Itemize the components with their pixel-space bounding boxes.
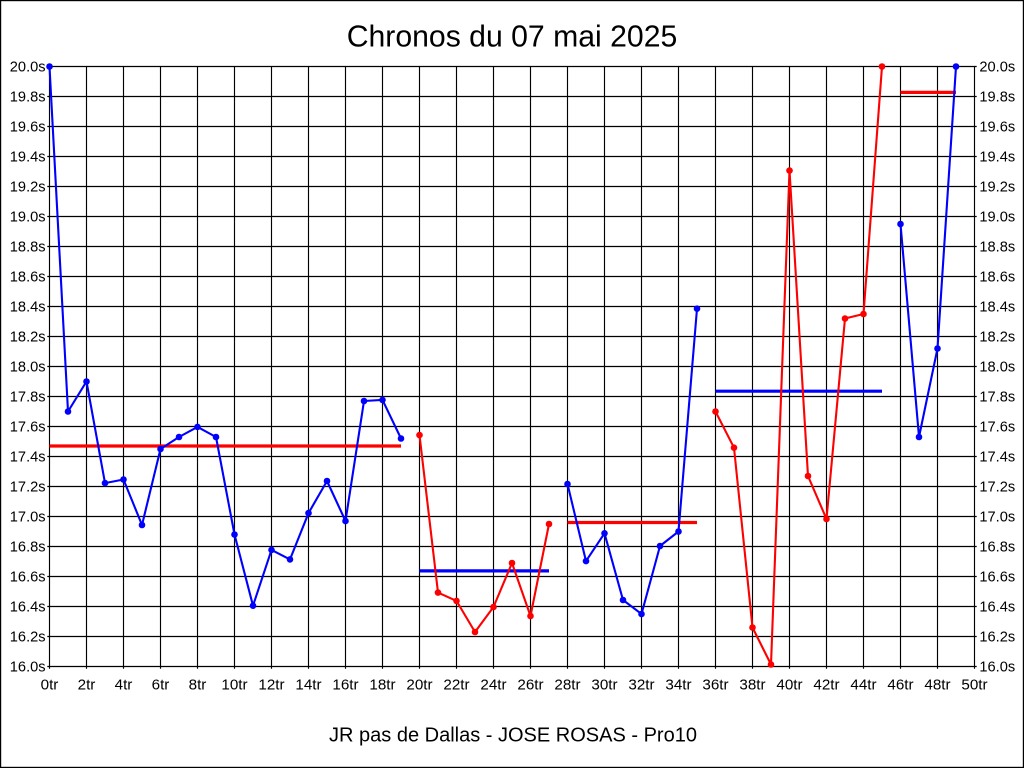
svg-text:12tr: 12tr (258, 676, 284, 693)
svg-text:18.2s: 18.2s (10, 329, 46, 346)
svg-text:19.2s: 19.2s (10, 179, 46, 196)
svg-text:19.4s: 19.4s (10, 149, 46, 166)
svg-text:6tr: 6tr (152, 676, 170, 693)
svg-text:17.4s: 17.4s (979, 449, 1015, 466)
svg-text:19.8s: 19.8s (979, 89, 1015, 106)
svg-text:18.0s: 18.0s (979, 359, 1015, 376)
svg-text:36tr: 36tr (702, 676, 728, 693)
svg-text:16.0s: 16.0s (979, 659, 1015, 676)
svg-text:16.2s: 16.2s (979, 629, 1015, 646)
svg-text:38tr: 38tr (739, 676, 765, 693)
svg-text:16tr: 16tr (332, 676, 358, 693)
svg-text:18.8s: 18.8s (979, 239, 1015, 256)
svg-text:18tr: 18tr (369, 676, 395, 693)
svg-text:17.2s: 17.2s (10, 479, 46, 496)
svg-text:50tr: 50tr (961, 676, 987, 693)
svg-text:17.2s: 17.2s (979, 479, 1015, 496)
svg-text:18.2s: 18.2s (979, 329, 1015, 346)
svg-text:17.8s: 17.8s (10, 389, 46, 406)
svg-text:16.4s: 16.4s (10, 599, 46, 616)
svg-text:19.8s: 19.8s (10, 89, 46, 106)
svg-text:17.4s: 17.4s (10, 449, 46, 466)
svg-text:32tr: 32tr (628, 676, 654, 693)
svg-text:19.6s: 19.6s (979, 119, 1015, 136)
svg-text:JR pas de Dallas - JOSE ROSAS: JR pas de Dallas - JOSE ROSAS - Pro10 (329, 725, 697, 747)
svg-text:16.2s: 16.2s (10, 629, 46, 646)
svg-text:18.4s: 18.4s (979, 299, 1015, 316)
svg-text:44tr: 44tr (850, 676, 876, 693)
svg-text:20.0s: 20.0s (979, 59, 1015, 76)
svg-text:16.8s: 16.8s (979, 539, 1015, 556)
svg-text:30tr: 30tr (591, 676, 617, 693)
svg-text:34tr: 34tr (665, 676, 691, 693)
svg-text:20.0s: 20.0s (10, 59, 46, 76)
svg-text:22tr: 22tr (443, 676, 469, 693)
svg-text:42tr: 42tr (813, 676, 839, 693)
svg-text:17.6s: 17.6s (10, 419, 46, 436)
svg-text:16.6s: 16.6s (10, 569, 46, 586)
svg-text:19.2s: 19.2s (979, 179, 1015, 196)
svg-text:40tr: 40tr (776, 676, 802, 693)
svg-text:24tr: 24tr (480, 676, 506, 693)
svg-text:19.0s: 19.0s (10, 209, 46, 226)
svg-text:19.6s: 19.6s (10, 119, 46, 136)
svg-text:20tr: 20tr (406, 676, 432, 693)
svg-text:17.0s: 17.0s (10, 509, 46, 526)
svg-text:18.6s: 18.6s (979, 269, 1015, 286)
svg-text:4tr: 4tr (115, 676, 133, 693)
svg-text:14tr: 14tr (295, 676, 321, 693)
svg-text:46tr: 46tr (887, 676, 913, 693)
svg-text:0tr: 0tr (41, 676, 59, 693)
svg-text:17.0s: 17.0s (979, 509, 1015, 526)
svg-text:16.6s: 16.6s (979, 569, 1015, 586)
svg-text:10tr: 10tr (221, 676, 247, 693)
svg-text:26tr: 26tr (517, 676, 543, 693)
svg-text:16.4s: 16.4s (979, 599, 1015, 616)
svg-text:17.6s: 17.6s (979, 419, 1015, 436)
svg-text:28tr: 28tr (554, 676, 580, 693)
svg-text:17.8s: 17.8s (979, 389, 1015, 406)
svg-text:18.4s: 18.4s (10, 299, 46, 316)
svg-text:16.0s: 16.0s (10, 659, 46, 676)
svg-text:16.8s: 16.8s (10, 539, 46, 556)
svg-text:48tr: 48tr (924, 676, 950, 693)
svg-text:19.0s: 19.0s (979, 209, 1015, 226)
svg-text:8tr: 8tr (189, 676, 207, 693)
svg-text:Chronos du 07 mai 2025: Chronos du 07 mai 2025 (347, 21, 678, 54)
svg-text:19.4s: 19.4s (979, 149, 1015, 166)
svg-text:18.8s: 18.8s (10, 239, 46, 256)
svg-text:18.0s: 18.0s (10, 359, 46, 376)
svg-text:18.6s: 18.6s (10, 269, 46, 286)
svg-text:2tr: 2tr (78, 676, 96, 693)
